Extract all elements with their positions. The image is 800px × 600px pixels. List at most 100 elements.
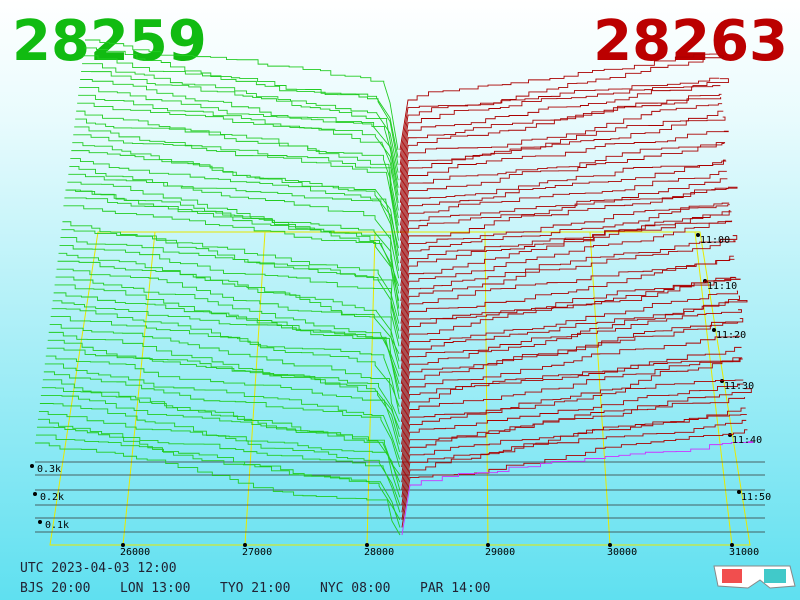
ask-depth-line bbox=[400, 309, 742, 407]
ask-depth-line bbox=[400, 178, 728, 271]
bid-depth-line bbox=[69, 165, 400, 271]
tick-dot bbox=[712, 328, 716, 332]
grid-line bbox=[694, 231, 733, 546]
grid-line bbox=[589, 231, 611, 546]
bid-depth-line bbox=[63, 205, 400, 317]
3d-glasses-icon bbox=[713, 565, 796, 589]
ask-depth-line bbox=[401, 346, 742, 453]
tick-dot bbox=[243, 543, 247, 547]
bid-depth-line bbox=[56, 268, 400, 370]
time-tick-label: 11:10 bbox=[707, 281, 737, 292]
ask-depth-line bbox=[399, 53, 718, 151]
floor bbox=[49, 231, 751, 546]
bid-depth-line bbox=[37, 418, 401, 513]
ask-depth-line bbox=[400, 211, 732, 324]
bid-depth-line bbox=[79, 86, 399, 196]
ask-depth-line bbox=[401, 318, 744, 430]
ask-depth-line bbox=[400, 159, 726, 249]
bid-depth-line bbox=[72, 142, 399, 249]
bid-depth-line bbox=[65, 189, 400, 302]
price-tick-label: 28000 bbox=[364, 547, 394, 558]
tick-dot bbox=[486, 543, 490, 547]
ask-depth-line bbox=[399, 130, 729, 226]
bid-price: 28259 bbox=[12, 9, 207, 74]
ask-depth-line bbox=[400, 255, 734, 354]
bid-depth-line bbox=[81, 71, 399, 181]
bid-depth-line bbox=[60, 237, 400, 339]
bid-depth-line bbox=[83, 55, 399, 166]
ask-depth-line bbox=[400, 204, 730, 302]
price-tick-label: 29000 bbox=[485, 547, 515, 558]
tick-dot bbox=[33, 492, 37, 496]
depth-tick-label: 0.1k bbox=[45, 520, 69, 531]
ask-depth-line bbox=[401, 397, 746, 498]
ask-depth-line bbox=[400, 235, 738, 339]
bid-depth-line bbox=[84, 47, 399, 158]
ask-depth-line bbox=[400, 240, 736, 347]
ask-depth-line bbox=[400, 188, 729, 286]
grid-line bbox=[244, 231, 266, 546]
bid-depth-line bbox=[62, 221, 400, 324]
tick-dot bbox=[38, 520, 42, 524]
bid-depth-line bbox=[85, 39, 399, 151]
ask-depth-line bbox=[401, 357, 741, 445]
bid-depth-line bbox=[82, 63, 399, 173]
zone-time: LON 13:00 bbox=[120, 581, 190, 596]
ask-depth-line bbox=[400, 220, 733, 332]
ask-depth-line bbox=[399, 77, 720, 166]
ask-depth-line bbox=[401, 335, 741, 437]
time-tick-label: 11:00 bbox=[700, 235, 730, 246]
bid-depth-line bbox=[70, 158, 400, 264]
bid-depth-line bbox=[47, 339, 400, 437]
bid-depth-line bbox=[71, 150, 399, 256]
tick-dot bbox=[737, 490, 741, 494]
bid-depth-line bbox=[50, 316, 400, 415]
bid-depth-line bbox=[78, 94, 399, 203]
bid-depth-line bbox=[41, 387, 401, 483]
ask-depth-line bbox=[399, 93, 722, 196]
ask-depth-line bbox=[400, 258, 735, 362]
utc-time: UTC 2023-04-03 12:00 bbox=[20, 561, 177, 576]
tick-dot bbox=[720, 379, 724, 383]
depth-tick-label: 0.2k bbox=[40, 492, 64, 503]
tick-dot bbox=[121, 543, 125, 547]
bid-depth-line bbox=[77, 102, 399, 211]
ask-depth-line bbox=[401, 357, 743, 460]
ask-depth-line bbox=[401, 358, 743, 468]
bid-depth-line bbox=[44, 363, 401, 460]
ask-depth-line bbox=[400, 210, 731, 309]
bid-depth-line bbox=[53, 292, 400, 392]
ask-depth-line bbox=[400, 300, 748, 400]
price-tick-label: 26000 bbox=[120, 547, 150, 558]
price-tick-label: 27000 bbox=[242, 547, 272, 558]
time-tick-label: 11:30 bbox=[724, 381, 754, 392]
ask-depth-line bbox=[399, 142, 725, 234]
bid-depth-line bbox=[35, 442, 401, 536]
ask-depth-line bbox=[400, 186, 738, 279]
bid-depth-line bbox=[40, 395, 401, 490]
bid-depth-line bbox=[75, 118, 399, 226]
ask-depth-line bbox=[399, 110, 724, 219]
ask-depth-line bbox=[400, 295, 740, 415]
bid-depth-line bbox=[57, 260, 400, 362]
ask-depth-line bbox=[400, 170, 727, 264]
ask-depth-line bbox=[400, 276, 736, 377]
ask-depth-line bbox=[399, 116, 726, 211]
tick-dot bbox=[608, 543, 612, 547]
zone-time: NYC 08:00 bbox=[320, 581, 390, 596]
ask-depth-line bbox=[401, 419, 747, 513]
tick-dot bbox=[365, 543, 369, 547]
tick-dot bbox=[30, 464, 34, 468]
grid-line bbox=[122, 231, 156, 546]
zone-time: TYO 21:00 bbox=[220, 581, 290, 596]
ask-depth-line bbox=[401, 407, 746, 505]
ask-price: 28263 bbox=[593, 9, 788, 74]
bid-depth-line bbox=[54, 284, 400, 385]
bid-depth-line bbox=[76, 110, 399, 219]
bid-depth-line bbox=[80, 79, 399, 188]
ask-depth-line bbox=[401, 441, 754, 536]
zone-time: BJS 20:00 bbox=[20, 581, 90, 596]
ask-depth-line bbox=[401, 388, 752, 490]
ask-depth-line bbox=[400, 321, 740, 422]
